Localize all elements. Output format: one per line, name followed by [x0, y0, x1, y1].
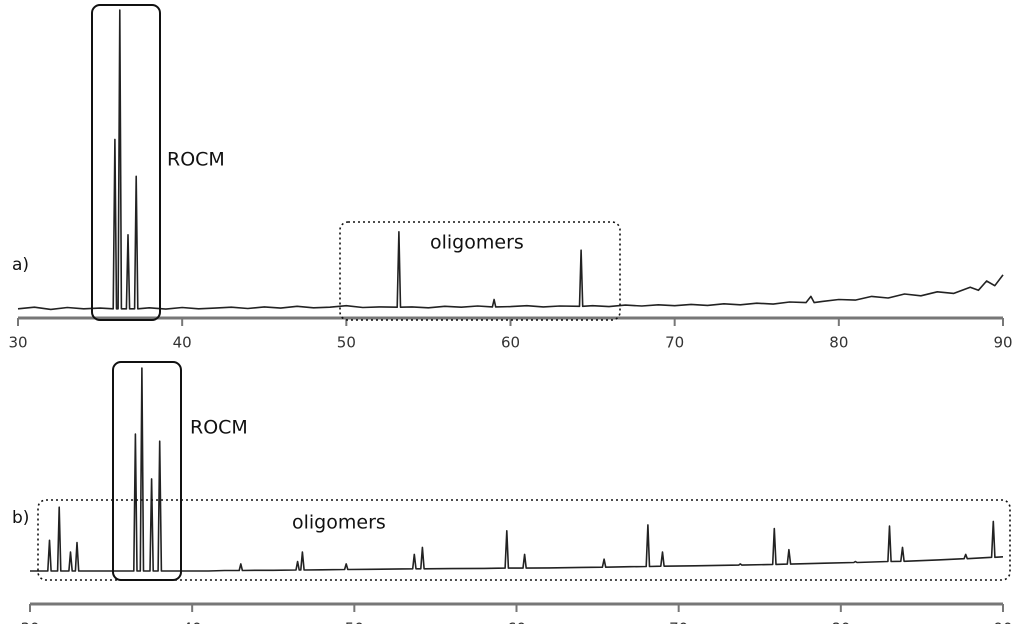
annotation: ROCM [190, 417, 248, 439]
x-tick-label: 90 [993, 620, 1012, 624]
annotation: ROCM [167, 149, 225, 171]
x-tick-label: 80 [829, 334, 848, 352]
trace [17, 9, 1004, 311]
x-tick-label: 40 [173, 334, 192, 352]
x-tick-label: 70 [669, 620, 688, 624]
panel-label: b) [12, 508, 29, 528]
annotation-box [37, 499, 1011, 581]
x-tick-label: 30 [20, 620, 39, 624]
x-tick-label: 90 [993, 334, 1012, 352]
x-tick-label: 60 [507, 620, 526, 624]
x-tick-label: 50 [337, 334, 356, 352]
x-tick-label: 40 [183, 620, 202, 624]
x-tick-label: 60 [501, 334, 520, 352]
x-tick-label: 70 [665, 334, 684, 352]
trace [30, 367, 1004, 572]
annotation: oligomers [430, 232, 524, 254]
annotation-box [112, 361, 182, 581]
annotation: oligomers [292, 512, 386, 534]
annotation-box [91, 4, 161, 321]
x-tick-label: 50 [345, 620, 364, 624]
x-tick-label: 80 [831, 620, 850, 624]
x-tick-label: 30 [8, 334, 27, 352]
annotation-box [339, 221, 621, 321]
panel-label: a) [12, 255, 29, 275]
